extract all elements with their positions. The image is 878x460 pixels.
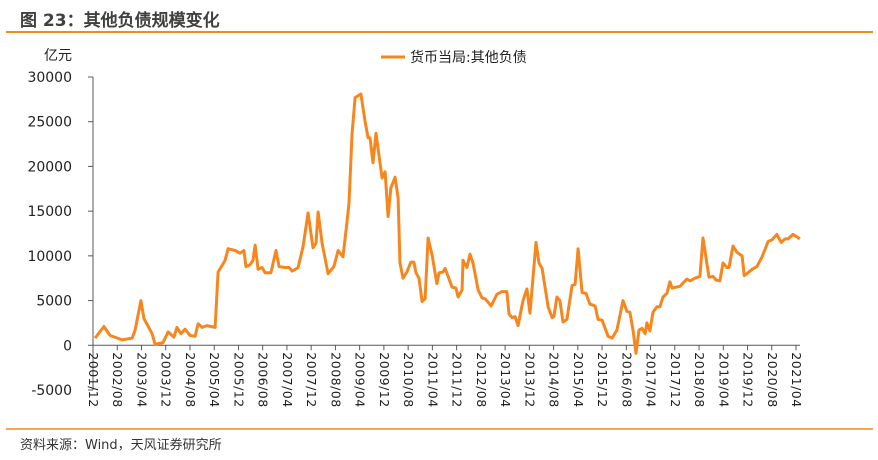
y-tick-label: 30000 (27, 70, 72, 86)
x-tick-label: 2006/08 (256, 352, 271, 407)
source-note: 资料来源：Wind，天风证券研究所 (20, 438, 222, 453)
series-line (93, 92, 801, 355)
y-tick-label: 15000 (27, 204, 72, 220)
x-tick-label: 2011/04 (425, 352, 440, 407)
x-tick-label: 2011/12 (450, 352, 465, 407)
x-tick-label: 2021/04 (789, 352, 804, 407)
x-tick-label: 2003/04 (134, 352, 149, 407)
y-tick-label: -5000 (31, 383, 72, 399)
x-tick-label: 2019/12 (741, 352, 756, 407)
y-axis: 30000 25000 20000 15000 10000 5000 0 -5000 (27, 70, 94, 399)
y-tick-label: 0 (63, 338, 72, 354)
x-tick-label: 2013/12 (522, 352, 537, 407)
x-tick-label: 2014/08 (547, 352, 562, 407)
x-tick-label: 2013/04 (498, 352, 513, 407)
figure-title: 图 23：其他负债规模变化 (20, 11, 220, 31)
x-tick-label: 2002/08 (110, 352, 125, 407)
x-tick-label: 2008/08 (328, 352, 343, 407)
x-tick-label: 2009/12 (377, 352, 392, 407)
x-axis: 2001/12 2002/08 2003/04 2003/12 2004/08 2005/… (86, 344, 804, 408)
x-tick-label: 2015/04 (571, 352, 586, 407)
x-tick-label: 2007/04 (280, 352, 295, 407)
x-tick-label: 2017/12 (668, 352, 683, 407)
x-tick-label: 2010/08 (401, 352, 416, 407)
y-tick-label: 10000 (27, 249, 72, 265)
x-tick-label: 2007/12 (304, 352, 319, 407)
x-tick-label: 2003/12 (159, 352, 174, 407)
y-axis-unit: 亿元 (44, 48, 72, 64)
x-tick-label: 2005/12 (231, 352, 246, 407)
x-tick-label: 2016/08 (619, 352, 634, 407)
x-tick-label: 2001/12 (86, 352, 101, 407)
x-tick-label: 2019/04 (716, 352, 731, 407)
y-tick-label: 20000 (27, 159, 72, 175)
x-tick-label: 2017/04 (644, 352, 659, 407)
x-tick-label: 2015/12 (595, 352, 610, 407)
y-tick-label: 25000 (27, 115, 72, 131)
x-tick-label: 2009/04 (353, 352, 368, 407)
legend-label: 货币当局:其他负债 (410, 49, 527, 66)
x-tick-label: 2012/08 (474, 352, 489, 407)
x-tick-label: 2018/08 (692, 352, 707, 407)
x-tick-label: 2004/08 (183, 352, 198, 407)
x-tick-label: 2005/04 (207, 352, 222, 407)
series-group (93, 92, 801, 355)
legend: 货币当局:其他负债 (381, 49, 527, 66)
x-tick-label: 2020/08 (765, 352, 780, 407)
y-tick-label: 5000 (36, 294, 72, 310)
